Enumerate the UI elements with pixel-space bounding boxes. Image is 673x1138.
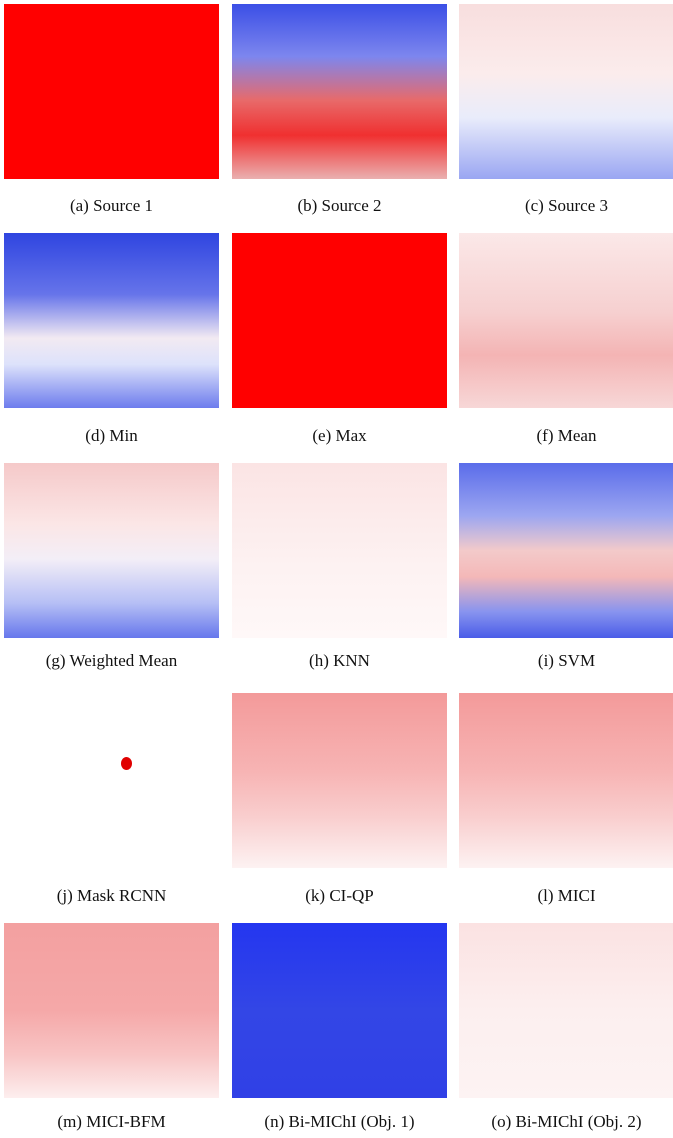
result-image xyxy=(459,4,673,179)
result-image xyxy=(4,923,219,1098)
result-image xyxy=(4,463,219,638)
caption: (m) MICI-BFM xyxy=(57,1112,166,1131)
caption: (o) Bi-MIChI (Obj. 2) xyxy=(491,1112,642,1131)
caption: (c) Source 3 xyxy=(524,196,609,215)
caption: (a) Source 1 xyxy=(69,196,154,215)
caption: (d) Min xyxy=(85,426,138,445)
result-image xyxy=(4,693,219,868)
caption: (j) Mask RCNN xyxy=(56,886,167,905)
caption: (h) KNN xyxy=(309,651,370,670)
result-image xyxy=(4,233,219,408)
result-image xyxy=(4,4,219,179)
result-image xyxy=(459,233,673,408)
caption: (b) Source 2 xyxy=(297,196,382,215)
caption: (l) MICI xyxy=(537,886,596,905)
mask-blob xyxy=(121,757,132,770)
caption: (f) Mean xyxy=(536,426,597,445)
caption: (n) Bi-MIChI (Obj. 1) xyxy=(264,1112,415,1131)
result-image xyxy=(232,4,447,179)
result-image xyxy=(459,693,673,868)
result-image xyxy=(232,463,447,638)
caption: (i) SVM xyxy=(537,651,596,670)
result-image xyxy=(232,923,447,1098)
caption: (k) CI-QP xyxy=(305,886,374,905)
result-image xyxy=(459,463,673,638)
result-image xyxy=(459,923,673,1098)
caption: (g) Weighted Mean xyxy=(45,651,178,670)
result-image xyxy=(232,233,447,408)
caption: (e) Max xyxy=(312,426,367,445)
result-image xyxy=(232,693,447,868)
